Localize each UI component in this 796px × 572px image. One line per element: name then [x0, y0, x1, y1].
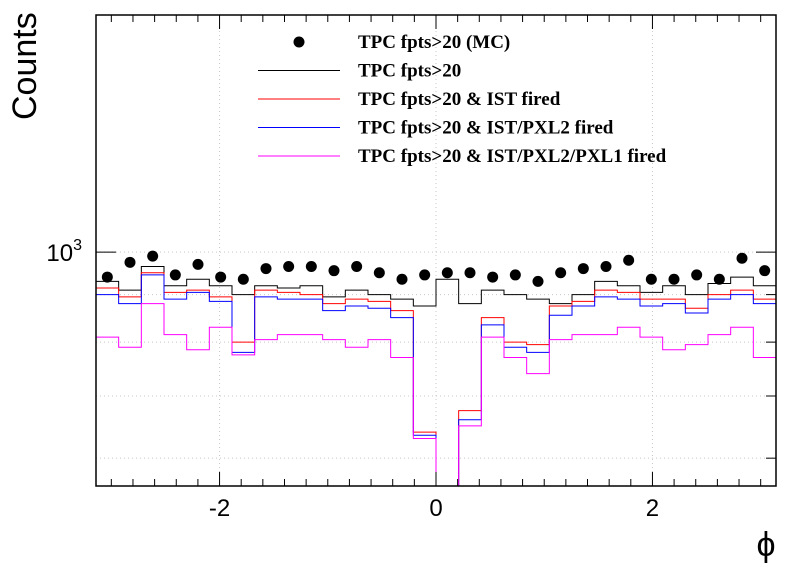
data-point — [713, 273, 725, 285]
series-1-step-line — [95, 265, 777, 486]
data-point — [396, 273, 408, 285]
data-point — [759, 265, 771, 277]
series-layer — [95, 250, 777, 487]
legend-label: TPC fpts>20 — [358, 61, 461, 82]
data-point — [441, 267, 453, 279]
data-point — [577, 263, 589, 275]
data-point — [305, 260, 317, 272]
data-point — [623, 254, 635, 266]
y-axis-title: Counts — [6, 12, 44, 120]
data-point — [215, 271, 227, 283]
data-point — [260, 263, 272, 275]
data-point — [328, 265, 340, 277]
data-point — [736, 252, 748, 264]
legend-label: TPC fpts>20 & IST fired — [358, 89, 561, 110]
legend-marker — [293, 36, 305, 48]
legend-label: TPC fpts>20 & IST/PXL2 fired — [358, 118, 614, 139]
x-axis-title: ϕ — [756, 526, 775, 564]
data-point — [691, 269, 703, 281]
tick-labels: -2 0 2 103 — [46, 237, 659, 522]
data-point — [237, 273, 249, 285]
data-point — [169, 269, 181, 281]
legend-label: TPC fpts>20 (MC) — [358, 32, 510, 53]
data-point — [192, 258, 204, 270]
y-tick-label: 103 — [46, 237, 82, 267]
legend-label: TPC fpts>20 & IST/PXL2/PXL1 fired — [358, 146, 667, 167]
data-point — [555, 267, 567, 279]
data-point — [283, 260, 295, 272]
axis-ticks — [96, 15, 776, 486]
data-point — [464, 267, 476, 279]
data-point — [532, 275, 544, 287]
data-point — [373, 267, 385, 279]
grid-lines — [96, 15, 776, 486]
data-point — [645, 273, 657, 285]
data-point — [487, 271, 499, 283]
data-point — [509, 269, 521, 281]
series-4-step-line — [95, 303, 777, 487]
data-point — [668, 273, 680, 285]
data-point — [351, 260, 363, 272]
data-point — [419, 269, 431, 281]
x-tick-label: 0 — [429, 495, 442, 522]
x-tick-label: -2 — [209, 495, 230, 522]
x-tick-label: 2 — [646, 495, 659, 522]
data-point — [101, 271, 113, 283]
legend: TPC fpts>20 (MC) TPC fpts>20 TPC fpts>20 &… — [258, 32, 667, 167]
data-point — [600, 260, 612, 272]
data-point — [147, 250, 159, 262]
data-point — [124, 256, 136, 268]
series-2-step-line — [95, 272, 777, 487]
